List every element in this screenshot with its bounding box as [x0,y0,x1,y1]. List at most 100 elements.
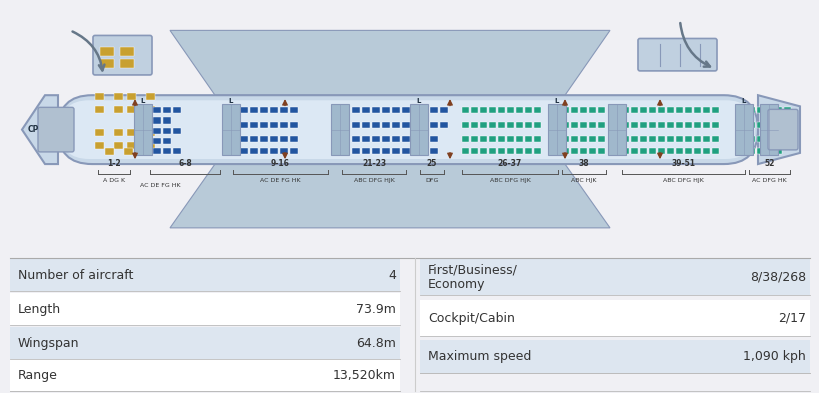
Text: CP: CP [27,125,38,134]
Bar [666,121,673,128]
Bar [533,136,541,142]
Bar [470,107,477,114]
Bar [372,136,379,142]
Bar [515,148,523,154]
Text: DFG: DFG [425,178,438,183]
Bar [631,148,637,154]
Bar [10,359,400,391]
Bar [163,138,171,144]
Bar [597,148,604,154]
Bar [588,136,595,142]
FancyBboxPatch shape [58,95,757,164]
Bar [95,93,104,100]
Text: 21-23: 21-23 [361,159,386,168]
Text: 13,520km: 13,520km [333,369,396,382]
Bar [127,142,136,149]
Bar [693,121,700,128]
Bar [351,107,360,114]
Bar [506,121,514,128]
Bar [579,148,586,154]
Text: 25: 25 [427,159,437,168]
Bar [588,107,595,114]
Bar [759,104,777,155]
Text: Length: Length [18,303,61,316]
Text: 26-37: 26-37 [497,159,522,168]
Bar [533,121,541,128]
Bar [269,107,278,114]
Bar [163,148,171,154]
Bar [342,121,350,128]
Bar [774,148,781,154]
Bar [747,107,754,114]
Bar [100,59,114,68]
Text: L: L [229,98,233,104]
Bar [588,121,595,128]
Bar [470,121,477,128]
Bar [693,136,700,142]
Bar [639,107,646,114]
Bar [765,121,772,128]
Bar [470,148,477,154]
Bar [533,107,541,114]
Bar [639,148,646,154]
Bar [570,121,577,128]
Bar [756,136,763,142]
Bar [506,136,514,142]
Bar [479,136,486,142]
Bar [401,148,410,154]
Bar [461,148,468,154]
Bar [240,148,247,154]
Bar [372,148,379,154]
FancyBboxPatch shape [93,35,152,75]
FancyBboxPatch shape [60,100,754,159]
Bar [579,107,586,114]
Bar [570,107,577,114]
Bar [240,107,247,114]
Text: 38: 38 [578,159,589,168]
Bar [488,107,495,114]
Text: AC DE FG HK: AC DE FG HK [139,183,180,188]
Bar [382,136,390,142]
Bar [10,327,400,359]
Bar [524,136,532,142]
Bar [260,148,268,154]
Bar [240,136,247,142]
Bar [429,136,437,142]
Bar [622,121,628,128]
Bar [440,107,447,114]
Bar [269,136,278,142]
Bar [561,136,568,142]
Bar [229,107,238,114]
Bar [533,148,541,154]
Bar [479,121,486,128]
Text: Economy: Economy [428,278,485,291]
Text: 73.9m: 73.9m [355,303,396,316]
Bar [127,93,136,100]
Bar [479,107,486,114]
Bar [570,148,577,154]
Bar [711,136,718,142]
Bar [657,136,664,142]
Bar [479,148,486,154]
Bar [570,136,577,142]
Text: ABC DFG HJK: ABC DFG HJK [489,178,530,183]
Bar [747,121,754,128]
Bar [648,121,655,128]
Bar [693,148,700,154]
Bar [361,107,369,114]
Bar [133,104,152,155]
Text: 9-16: 9-16 [271,159,290,168]
Bar [391,148,400,154]
Bar [391,136,400,142]
Bar [440,121,447,128]
Bar [163,107,171,114]
Bar [524,121,532,128]
Bar [290,121,297,128]
Bar [331,104,349,155]
Bar [765,136,772,142]
Bar [622,148,628,154]
Bar [260,107,268,114]
Bar [597,121,604,128]
Bar [250,136,258,142]
Bar [260,121,268,128]
